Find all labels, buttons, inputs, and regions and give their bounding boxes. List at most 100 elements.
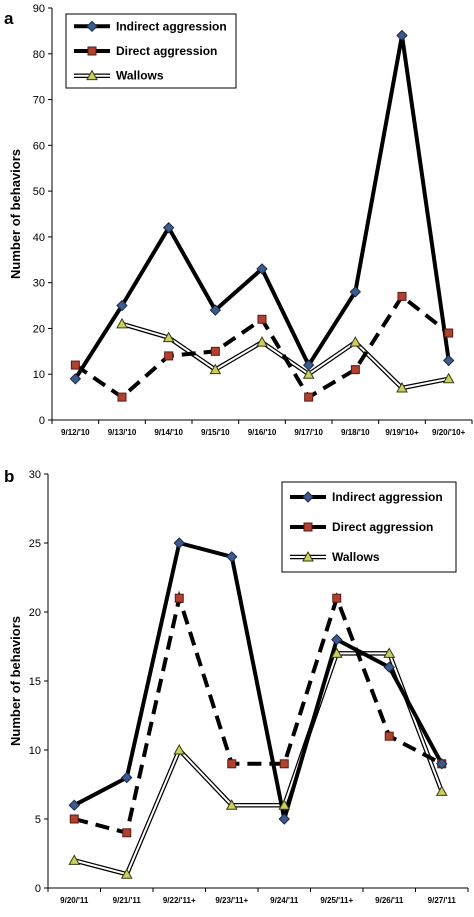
data-point-indirect-aggression (349, 286, 362, 298)
y-tick-label: 90 (33, 3, 45, 15)
y-tick-label: 15 (29, 676, 41, 688)
data-point-direct-aggression (279, 759, 289, 769)
data-point-wallows (396, 381, 408, 393)
data-point-indirect-aggression (256, 263, 268, 275)
data-point-indirect-aggression (209, 304, 222, 316)
x-tick-label: 9/24/'11 (270, 896, 299, 905)
series-line-indirect-aggression (73, 541, 444, 821)
y-tick-label: 20 (33, 323, 45, 335)
legend-label: Direct aggression (116, 44, 217, 58)
x-tick-label: 9/25/'11+ (320, 896, 353, 905)
x-tick-label: 9/16/'10 (248, 428, 277, 437)
data-point-wallows (383, 647, 396, 658)
data-point-wallows (349, 336, 362, 347)
x-tick-label: 9/15/'10 (201, 428, 230, 437)
x-tick-label: 9/26/'11 (375, 896, 404, 905)
data-point-direct-aggression (174, 593, 184, 603)
x-tick-label: 9/22/'11+ (163, 896, 196, 905)
y-tick-label: 0 (35, 883, 41, 895)
data-point-direct-aggression (227, 759, 237, 769)
x-tick-label: 9/21/'11 (113, 896, 142, 905)
y-tick-label: 10 (29, 745, 41, 757)
data-point-direct-aggression (444, 328, 454, 338)
data-point-indirect-aggression (278, 813, 290, 825)
data-point-wallows (120, 868, 133, 879)
x-tick-label: 9/13/'10 (108, 428, 137, 437)
data-point-wallows (68, 854, 81, 865)
y-tick-label: 80 (33, 49, 45, 61)
y-tick-label: 30 (29, 469, 41, 481)
data-point-wallows (162, 331, 175, 343)
y-axis-title: Number of behaviors (8, 616, 23, 746)
data-point-direct-aggression (397, 291, 407, 301)
legend-swatch-marker (86, 69, 98, 81)
y-tick-label: 5 (35, 814, 41, 826)
data-point-indirect-aggression (436, 758, 448, 770)
legend-swatch-marker (302, 550, 314, 562)
data-point-wallows (302, 368, 315, 379)
data-point-wallows (278, 799, 291, 810)
y-axis-title: Number of behaviors (8, 149, 23, 279)
y-tick-label: 30 (33, 278, 45, 290)
y-tick-label: 20 (29, 607, 41, 619)
chart-panel-a: 0 10 20 30 40 50 60 70 80 90 9/12/'10 9/13/'10 9/14/… (4, 3, 473, 437)
y-tick-label: 40 (33, 232, 45, 244)
legend-swatch-marker (86, 20, 98, 33)
data-point-wallows (116, 317, 128, 329)
data-point-direct-aggression (350, 365, 360, 375)
data-point-direct-aggression (122, 828, 132, 838)
data-point-indirect-aggression (162, 222, 175, 234)
data-point-wallows (173, 743, 186, 755)
data-point-direct-aggression (384, 731, 394, 741)
data-point-indirect-aggression (302, 359, 315, 371)
panel-label: a (4, 9, 14, 28)
data-point-indirect-aggression (116, 299, 128, 312)
x-tick-label: 9/19/'10+ (385, 428, 419, 437)
data-point-indirect-aggression (69, 373, 82, 385)
x-tick-label: 9/17/'10 (294, 428, 323, 437)
data-point-direct-aggression (70, 360, 80, 370)
series-line-wallows-inner (74, 652, 443, 876)
data-point-indirect-aggression (226, 551, 238, 563)
data-point-wallows (209, 363, 222, 375)
data-point-direct-aggression (210, 346, 220, 356)
data-point-wallows (225, 799, 238, 810)
data-point-direct-aggression (69, 814, 79, 824)
data-point-direct-aggression (117, 392, 127, 402)
data-point-wallows (256, 336, 268, 347)
legend: Indirect aggression Direct aggression Wall… (281, 481, 457, 573)
x-tick-label: 9/12/'10 (61, 428, 90, 437)
legend-label: Indirect aggression (116, 19, 227, 33)
data-point-indirect-aggression (121, 771, 133, 784)
x-tick-label: 9/20/'11 (60, 896, 89, 905)
series-line-direct-aggression (73, 590, 443, 836)
x-tick-label: 9/27/'11 (428, 896, 457, 905)
legend-label: Wallows (116, 69, 164, 83)
panel-label: b (4, 467, 14, 486)
legend-label: Indirect aggression (332, 490, 443, 504)
legend-label: Wallows (332, 550, 380, 564)
data-point-direct-aggression (304, 392, 314, 402)
y-tick-label: 70 (33, 95, 45, 107)
data-point-indirect-aggression (331, 633, 343, 646)
y-tick-label: 50 (33, 186, 45, 198)
legend-swatch-marker (302, 491, 314, 503)
y-tick-label: 60 (33, 140, 45, 152)
legend-label: Direct aggression (332, 520, 433, 534)
data-point-indirect-aggression (396, 29, 408, 42)
y-tick-label: 0 (39, 415, 45, 427)
x-tick-label: 9/20/'10+ (432, 428, 466, 437)
data-point-indirect-aggression (442, 354, 455, 367)
legend-swatch-marker (87, 46, 97, 56)
data-point-wallows (330, 647, 343, 658)
data-point-direct-aggression (332, 593, 342, 603)
data-point-direct-aggression (164, 351, 174, 361)
data-point-direct-aggression (257, 314, 267, 324)
chart-panel-b: 0 5 10 15 20 25 30 9/20/'11 9/21/'11 9/22/'11+ 9/2… (4, 467, 469, 905)
data-point-indirect-aggression (173, 537, 185, 549)
legend-swatch-marker (303, 522, 313, 532)
data-point-wallows (435, 785, 448, 796)
x-tick-label: 9/23/'11+ (215, 896, 248, 905)
data-point-indirect-aggression (68, 799, 80, 811)
